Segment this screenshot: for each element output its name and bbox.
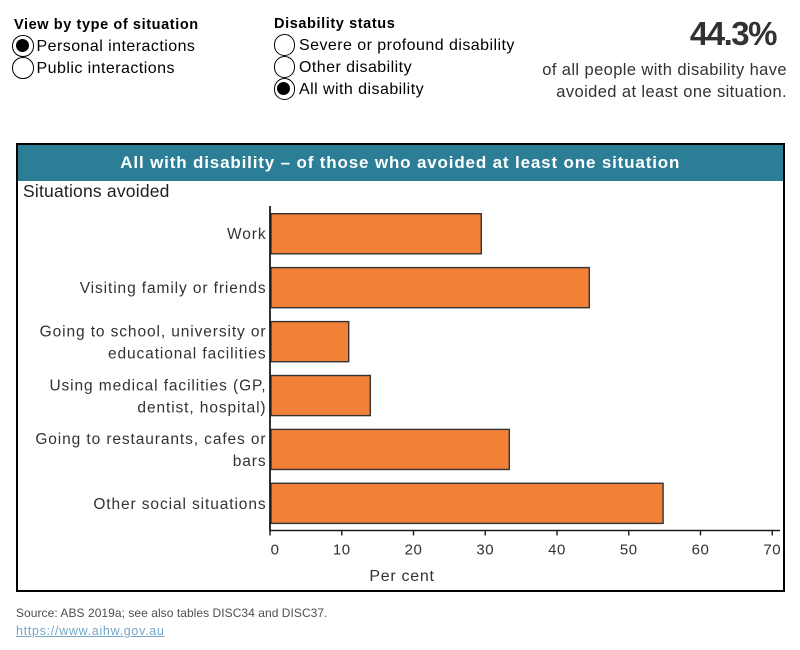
svg-text:40: 40 [548,542,566,559]
svg-text:Visiting family or friends: Visiting family or friends [80,280,267,297]
svg-text:10: 10 [333,542,351,559]
svg-text:Other social situations: Other social situations [93,496,266,513]
svg-text:educational facilities: educational facilities [108,345,267,362]
svg-text:Using medical facilities (GP,: Using medical facilities (GP, [49,377,266,394]
svg-text:0: 0 [271,542,280,559]
svg-text:Work: Work [227,226,266,243]
svg-text:Per cent: Per cent [369,568,434,585]
svg-text:Going to restaurants, cafes or: Going to restaurants, cafes or [35,431,266,448]
svg-text:50: 50 [620,542,638,559]
svg-text:30: 30 [476,542,494,559]
svg-text:70: 70 [763,542,781,559]
svg-text:bars: bars [233,453,267,470]
svg-text:dentist, hospital): dentist, hospital) [137,399,266,416]
svg-text:Going to school, university or: Going to school, university or [40,323,267,340]
svg-text:20: 20 [405,542,423,559]
svg-text:60: 60 [692,542,710,559]
